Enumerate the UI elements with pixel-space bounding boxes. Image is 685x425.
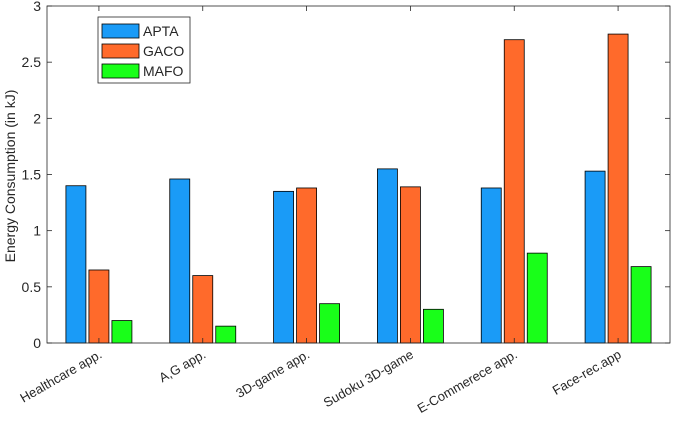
bar-mafo-5 <box>526 252 548 344</box>
bar-gaco-4 <box>400 186 421 344</box>
bar-apta-3 <box>273 190 294 344</box>
y-tick-label: 2.5 <box>22 54 42 70</box>
bar-gaco-5 <box>503 39 525 344</box>
bar-apta-2 <box>169 178 191 344</box>
y-axis-label: Energy Consumption (in kJ) <box>2 90 18 263</box>
x-tick-label: Sudoku 3D-game <box>321 347 416 411</box>
x-tick-label: Healthcare app. <box>17 347 104 406</box>
legend: APTA GACO MAFO <box>97 16 191 84</box>
bar-mafo-3 <box>319 303 340 344</box>
legend-swatch-gaco <box>101 43 140 59</box>
legend-label-mafo: MAFO <box>143 63 184 79</box>
x-tick-label: A,G app. <box>156 347 208 386</box>
x-tick-label: 3D-game app. <box>233 347 312 401</box>
category-labels: Healthcare app. A,G app. 3D-game app. Sudok… <box>17 347 623 416</box>
y-tick-label: 0.5 <box>22 279 42 295</box>
bar-apta-4 <box>377 168 398 344</box>
bar-gaco-6 <box>607 33 629 344</box>
bar-gaco-2 <box>192 275 214 344</box>
x-tick-label: E-Commerece app. <box>415 347 520 416</box>
bar-mafo-2 <box>215 325 237 344</box>
ticks-layer: 0 0.5 1 1.5 2 2.5 3 <box>22 0 670 351</box>
y-tick-label: 1 <box>33 223 41 239</box>
y-tick-label: 1.5 <box>22 167 42 183</box>
legend-swatch-mafo <box>101 63 140 79</box>
bar-mafo-4 <box>423 308 444 344</box>
bar-apta-5 <box>480 187 502 344</box>
legend-swatch-apta <box>101 23 140 39</box>
bar-gaco-1 <box>88 269 110 344</box>
bar-gaco-3 <box>296 187 317 344</box>
legend-label-gaco: GACO <box>143 43 184 59</box>
bar-mafo-1 <box>111 320 133 344</box>
y-tick-label: 3 <box>33 0 41 14</box>
y-tick-label: 0 <box>33 335 41 351</box>
bar-mafo-6 <box>630 266 652 344</box>
bars-layer <box>65 33 652 344</box>
y-tick-label: 2 <box>33 110 41 126</box>
bar-apta-6 <box>584 170 606 344</box>
bar-apta-1 <box>65 185 87 344</box>
legend-label-apta: APTA <box>143 23 179 39</box>
x-tick-label: Face-rec.app <box>550 347 624 398</box>
